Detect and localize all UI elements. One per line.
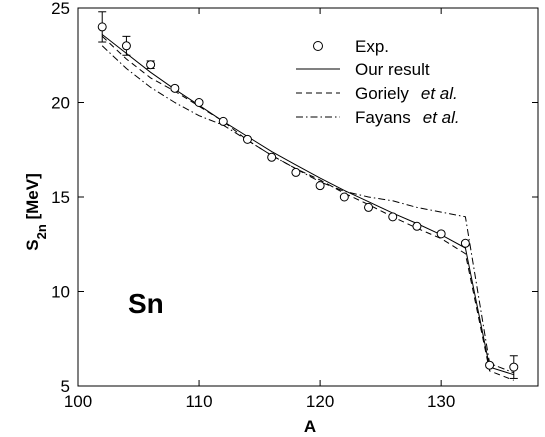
x-tick-label: 120: [306, 392, 334, 411]
exp-marker: [242, 134, 252, 144]
exp-data-point: [339, 192, 349, 202]
exp-data-point: [485, 360, 495, 370]
exp-marker: [97, 22, 107, 32]
element-annotation: Sn: [128, 288, 164, 319]
y-tick-label: 10: [51, 283, 70, 302]
y-tick-label: 15: [51, 188, 70, 207]
exp-marker: [485, 360, 495, 370]
legend: Exp. Our result Goriely et al. Fayans et a…: [296, 37, 460, 127]
exp-marker: [364, 202, 374, 212]
series-line-dashed: [101, 35, 514, 381]
exp-data-point: [364, 202, 374, 212]
exp-data-point: [242, 134, 252, 144]
exp-data-point: [146, 60, 156, 70]
legend-label-fayans-name: Fayans: [355, 108, 411, 127]
exp-marker: [412, 221, 422, 231]
exp-data-point: [267, 152, 277, 162]
exp-data-point: [121, 35, 131, 56]
y-axis-title-unit: [MeV]: [23, 173, 42, 224]
y-tick-label: 5: [61, 377, 70, 396]
legend-label-fayans-suffix: et al.: [423, 108, 460, 127]
y-tick-label: 20: [51, 94, 70, 113]
exp-marker: [291, 167, 301, 177]
y-axis-title-main: S: [23, 239, 42, 250]
y-axis-title: S2n [MeV]: [23, 173, 49, 251]
exp-marker: [315, 181, 325, 191]
legend-label-goriely: Goriely et al.: [355, 84, 458, 103]
exp-marker: [218, 116, 228, 126]
exp-marker: [509, 362, 519, 372]
exp-data-point: [412, 221, 422, 231]
y-tick-label: 25: [51, 0, 70, 18]
legend-marker-exp: [313, 41, 323, 51]
exp-data-point: [460, 238, 470, 248]
exp-data-point: [436, 229, 446, 239]
exp-markers-layer: [97, 11, 519, 379]
exp-marker: [436, 229, 446, 239]
exp-marker: [146, 60, 156, 70]
exp-data-point: [509, 355, 519, 379]
exp-marker: [267, 152, 277, 162]
exp-marker: [339, 192, 349, 202]
x-tick-label: 110: [185, 392, 212, 411]
legend-label-exp: Exp.: [355, 37, 389, 56]
exp-marker: [388, 212, 398, 222]
legend-label-fayans: Fayans et al.: [355, 108, 460, 127]
legend-label-our-result: Our result: [355, 60, 430, 79]
exp-marker: [460, 238, 470, 248]
exp-data-point: [315, 181, 325, 191]
legend-label-goriely-suffix: et al.: [421, 84, 458, 103]
x-tick-label: 100: [64, 392, 92, 411]
legend-label-goriely-name: Goriely: [355, 84, 409, 103]
exp-data-point: [194, 98, 204, 107]
exp-data-point: [97, 11, 107, 43]
exp-data-point: [291, 167, 301, 177]
exp-data-point: [388, 212, 398, 222]
exp-data-point: [218, 116, 228, 126]
series-line-dashdot: [101, 45, 514, 374]
y-axis-title-sub: 2n: [34, 224, 49, 239]
x-axis-title: A: [304, 417, 316, 436]
exp-marker: [121, 41, 131, 51]
exp-marker: [194, 98, 204, 107]
axis-ticks: 100 110 120 130 5 10 15 20 25: [51, 0, 538, 411]
exp-marker: [170, 83, 180, 93]
exp-data-point: [170, 83, 180, 93]
x-tick-label: 130: [427, 392, 455, 411]
